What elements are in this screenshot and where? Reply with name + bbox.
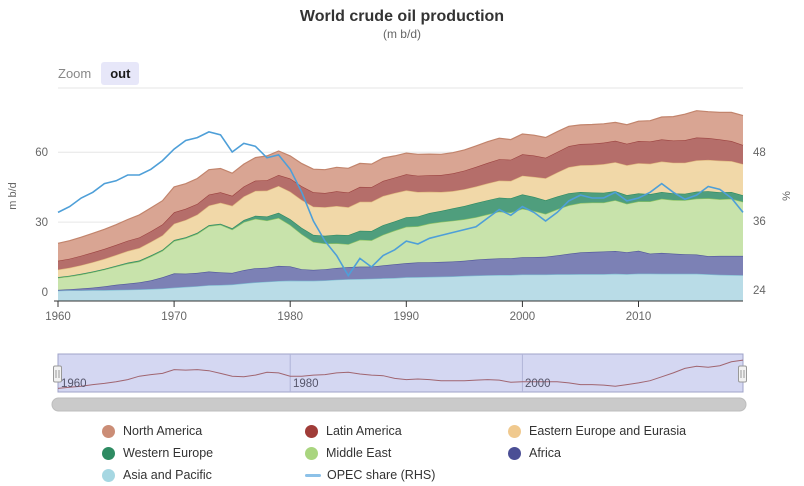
africa-dot-icon	[508, 446, 521, 460]
x-label-1960: 1960	[45, 311, 71, 323]
zoom-label: Zoom	[58, 66, 92, 81]
zoom-control: Zoom out	[58, 62, 140, 85]
x-label-2010: 2010	[626, 311, 652, 323]
legend-item-middle_east[interactable]: Middle East	[305, 444, 391, 462]
area-eastern-europe-and-eurasia[interactable]	[58, 159, 743, 278]
area-africa[interactable]	[58, 250, 743, 291]
y-left-label-0: 0	[42, 287, 48, 299]
area-western-europe[interactable]	[58, 191, 743, 278]
legend-item-ee_eurasia[interactable]: Eastern Europe and Eurasia	[508, 422, 686, 440]
y-left-label-30: 30	[35, 217, 48, 229]
western_europe-dot-icon	[102, 446, 115, 460]
legend-label: Eastern Europe and Eurasia	[529, 424, 687, 438]
legend-item-africa[interactable]: Africa	[508, 444, 561, 462]
area-middle-east[interactable]	[58, 198, 743, 290]
y-left-label-60: 60	[35, 147, 48, 159]
legend-item-western_europe[interactable]: Western Europe	[102, 444, 213, 462]
chart-subtitle: (m b/d)	[382, 27, 421, 41]
legend-item-north_america[interactable]: North America	[102, 422, 202, 440]
area-north-america[interactable]	[58, 110, 743, 261]
x-label-1970: 1970	[161, 311, 187, 323]
legend-label: North America	[123, 424, 203, 438]
y-right-label-48: 48	[753, 147, 766, 159]
legend-label: Africa	[529, 446, 561, 460]
area-asia-and-pacific[interactable]	[58, 273, 743, 301]
asia_pacific-dot-icon	[102, 468, 115, 482]
zoom-out-button[interactable]: out	[101, 62, 140, 85]
legend-item-latin_america[interactable]: Latin America	[305, 422, 402, 440]
legend-item-asia_pacific[interactable]: Asia and Pacific	[102, 466, 212, 484]
y-left-title: m b/d	[7, 182, 19, 210]
legend-label: Asia and Pacific	[123, 468, 212, 482]
area-latin-america[interactable]	[58, 137, 743, 270]
chart-title: World crude oil production	[299, 8, 505, 25]
legend-label: OPEC share (RHS)	[327, 468, 436, 482]
x-label-1990: 1990	[394, 311, 420, 323]
opec_share-line-icon	[305, 473, 321, 477]
x-label-2000: 2000	[510, 311, 536, 323]
latin_america-dot-icon	[305, 424, 318, 438]
middle_east-dot-icon	[305, 446, 318, 460]
y-right-label-24: 24	[753, 285, 766, 297]
north_america-dot-icon	[102, 424, 115, 438]
y-right-title: %	[781, 191, 793, 201]
legend-label: Latin America	[326, 424, 402, 438]
y-right-label-36: 36	[753, 216, 766, 228]
legend-label: Western Europe	[123, 446, 214, 460]
area-edge-6	[57, 110, 744, 244]
legend-item-opec_share[interactable]: OPEC share (RHS)	[305, 466, 435, 484]
opec-share-line	[57, 131, 744, 278]
legend-label: Middle East	[326, 446, 392, 460]
x-label-1980: 1980	[277, 311, 303, 323]
ee_eurasia-dot-icon	[508, 424, 521, 438]
